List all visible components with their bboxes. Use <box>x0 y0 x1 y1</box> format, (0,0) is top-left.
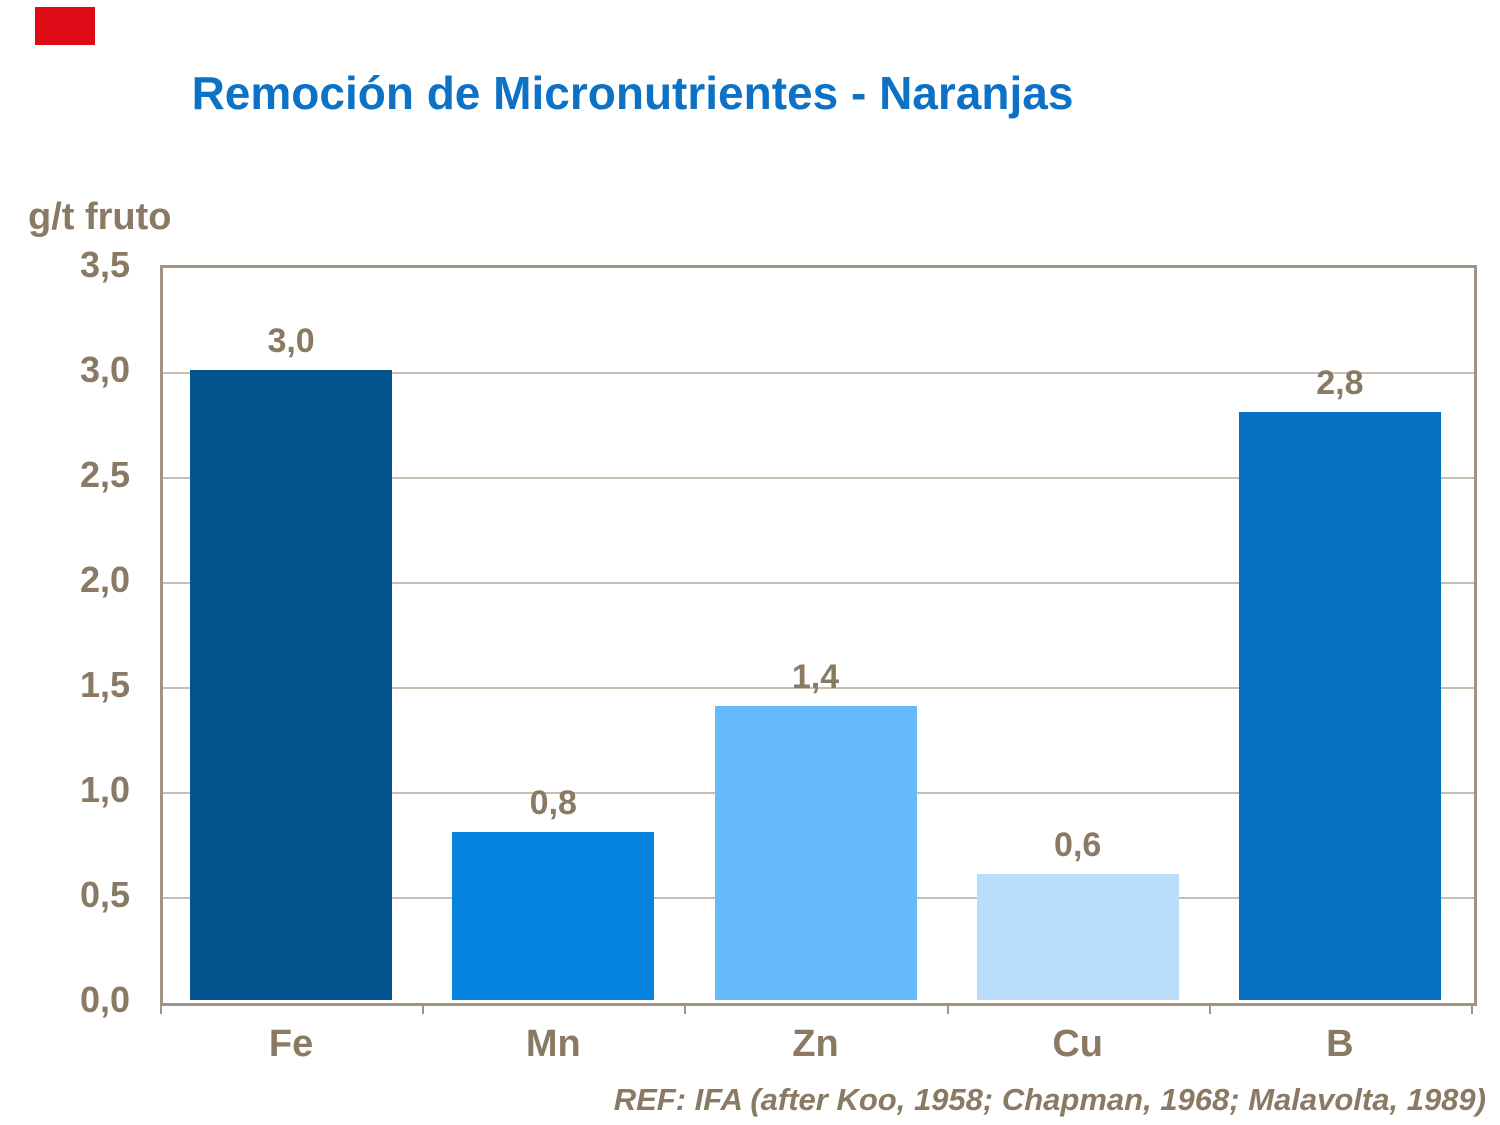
gridline <box>163 372 1474 374</box>
bar-value-label: 3,0 <box>267 322 315 360</box>
x-axis-tick <box>422 1003 425 1014</box>
y-axis-title: g/t fruto <box>28 196 172 238</box>
bar-value-label: 2,8 <box>1316 364 1364 402</box>
chart-title: Remoción de Micronutrientes - Naranjas <box>191 67 1074 119</box>
gridline <box>163 687 1474 689</box>
reference-citation: REF: IFA (after Koo, 1958; Chapman, 1968… <box>613 1082 1486 1117</box>
bar-cu <box>976 874 1179 1000</box>
bar-value-label: 1,4 <box>791 658 840 696</box>
bar-value-label: 0,6 <box>1054 826 1102 864</box>
y-tick-label: 3,5 <box>79 244 130 285</box>
x-axis-tick <box>160 1003 162 1014</box>
gridline <box>163 477 1474 479</box>
x-axis-tick <box>684 1003 687 1014</box>
x-axis-tick <box>1208 1003 1211 1014</box>
y-tick-label: 2,5 <box>79 454 130 495</box>
y-tick-label: 2,0 <box>79 559 130 600</box>
bar-mn <box>452 832 655 1000</box>
category-label-mn: Mn <box>525 1023 581 1065</box>
y-tick-label: 3,0 <box>79 349 130 390</box>
x-axis-tick <box>1471 1003 1473 1014</box>
brand-logo-block <box>35 7 95 45</box>
bar-value-label: 0,8 <box>529 784 577 822</box>
gridline <box>163 582 1474 584</box>
y-tick-label: 1,5 <box>79 664 130 705</box>
bar-zn <box>714 706 917 1000</box>
bar-b <box>1238 412 1441 1000</box>
category-label-b: B <box>1326 1023 1354 1065</box>
category-label-cu: Cu <box>1052 1023 1104 1065</box>
category-label-zn: Zn <box>792 1023 839 1065</box>
y-tick-label: 0,0 <box>79 979 130 1020</box>
y-tick-label: 0,5 <box>79 874 130 915</box>
category-label-fe: Fe <box>268 1023 314 1065</box>
bar-fe <box>190 370 393 1000</box>
y-tick-label: 1,0 <box>79 769 130 810</box>
x-axis-tick <box>946 1003 949 1014</box>
